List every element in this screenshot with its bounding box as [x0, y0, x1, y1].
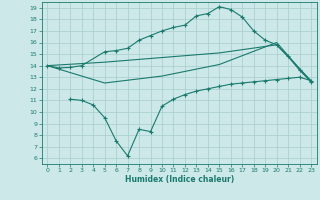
X-axis label: Humidex (Indice chaleur): Humidex (Indice chaleur)	[124, 175, 234, 184]
